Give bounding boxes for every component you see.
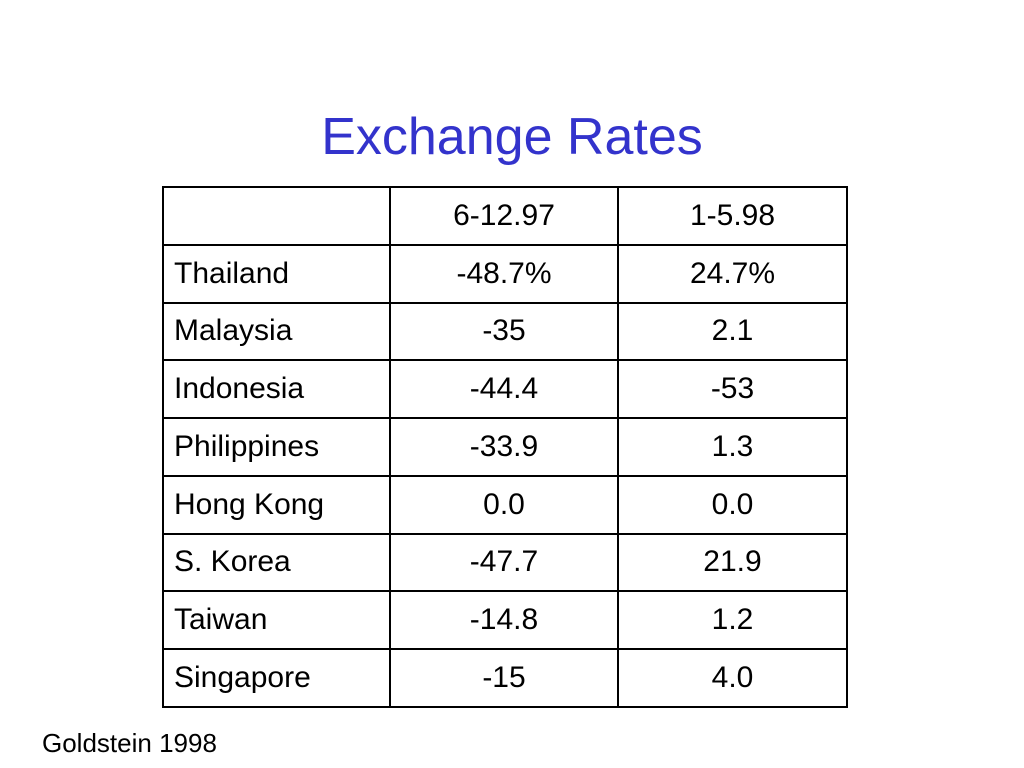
value-cell: -53 [617, 359, 848, 420]
value-cell: 0.0 [617, 474, 848, 535]
country-cell: Indonesia [162, 359, 391, 420]
value-cell: -15 [389, 648, 619, 708]
country-cell: Philippines [162, 417, 391, 477]
country-cell: Singapore [162, 648, 391, 708]
value-cell: -14.8 [389, 590, 619, 651]
table-row: Thailand -48.7% 24.7% [162, 243, 848, 304]
table-row: S. Korea -47.7 21.9 [162, 532, 848, 593]
value-cell: 2.1 [617, 301, 848, 362]
table-row: Philippines -33.9 1.3 [162, 417, 848, 477]
header-cell: 6-12.97 [389, 186, 619, 246]
table-row: Hong Kong 0.0 0.0 [162, 474, 848, 535]
table-body: 6-12.97 1-5.98 Thailand -48.7% 24.7% Malaysi… [162, 186, 848, 708]
value-cell: -33.9 [389, 417, 619, 477]
header-row: 6-12.97 1-5.98 [162, 186, 848, 246]
value-cell: -48.7% [389, 243, 619, 304]
country-cell: Hong Kong [162, 474, 391, 535]
slide-title: Exchange Rates [321, 108, 703, 166]
header-cell-empty [162, 186, 391, 246]
value-cell: 24.7% [617, 243, 848, 304]
source-note: Goldstein 1998 [42, 728, 217, 758]
value-cell: 1.2 [617, 590, 848, 651]
country-cell: Malaysia [162, 301, 391, 362]
country-cell: Taiwan [162, 590, 391, 651]
value-cell: 1.3 [617, 417, 848, 477]
table-row: Singapore -15 4.0 [162, 648, 848, 708]
value-cell: -44.4 [389, 359, 619, 420]
table-row: Malaysia -35 2.1 [162, 301, 848, 362]
country-cell: S. Korea [162, 532, 391, 593]
table-row: Taiwan -14.8 1.2 [162, 590, 848, 651]
value-cell: 4.0 [617, 648, 848, 708]
table-row: Indonesia -44.4 -53 [162, 359, 848, 420]
value-cell: 21.9 [617, 532, 848, 593]
value-cell: 0.0 [389, 474, 619, 535]
header-cell: 1-5.98 [617, 186, 848, 246]
exchange-rate-table: 6-12.97 1-5.98 Thailand -48.7% 24.7% Malaysi… [162, 186, 848, 708]
value-cell: -47.7 [389, 532, 619, 593]
country-cell: Thailand [162, 243, 391, 304]
value-cell: -35 [389, 301, 619, 362]
